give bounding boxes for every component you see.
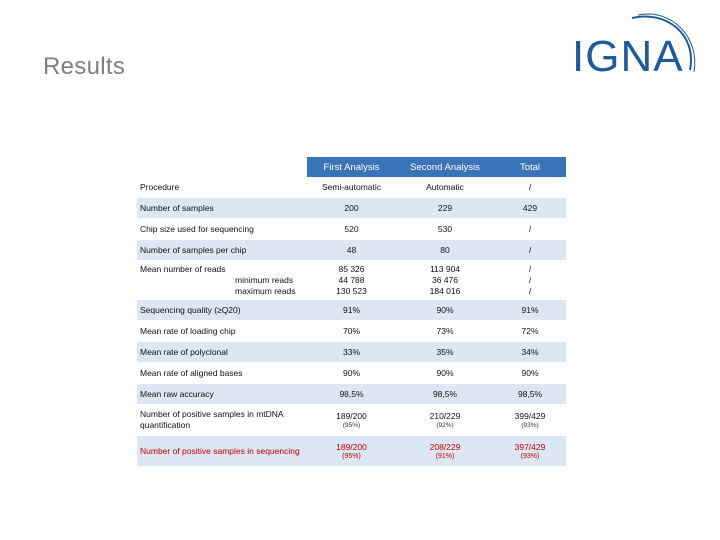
quant-first-pct: (95%) xyxy=(342,421,361,429)
logo-swoosh-icon xyxy=(631,13,696,73)
cell-total: 91% xyxy=(494,299,566,321)
cell-first: 189/200 (95%) xyxy=(307,435,396,467)
cell-total: / xyxy=(494,177,566,198)
cell-second: 90% xyxy=(396,299,494,321)
cell-total: / / / xyxy=(494,260,566,300)
igna-logo: IGNA xyxy=(572,10,702,85)
cell-first: 70% xyxy=(307,320,396,342)
cell-total: 429 xyxy=(494,197,566,219)
table-row: Mean raw accuracy 98,5% 98,5% 98,5% xyxy=(137,383,566,405)
table-row: Number of samples per chip 48 80 / xyxy=(137,239,566,261)
cell-total: 397/429 (93%) xyxy=(494,435,566,467)
row-label: Sequencing quality (≥Q20) xyxy=(137,299,307,321)
cell-total: 90% xyxy=(494,362,566,384)
cell-total: 98,5% xyxy=(494,383,566,405)
table-row-quantification: Number of positive samples in mtDNA quan… xyxy=(137,404,566,436)
reads-mean-total: / xyxy=(528,263,532,274)
quant-second-pct: (92%) xyxy=(436,421,454,429)
header-blank xyxy=(137,157,307,177)
seq-label: Number of positive samples in sequencing xyxy=(140,445,300,456)
reads-min-first: 44 788 xyxy=(338,274,365,285)
cell-second: 98,5% xyxy=(396,383,494,405)
cell-second: 35% xyxy=(396,341,494,363)
reads-label: Mean number of reads xyxy=(140,263,226,274)
cell-second: 113 904 36 476 184 016 xyxy=(396,260,494,300)
seq-second-pct: (91%) xyxy=(435,452,455,460)
row-label: Number of samples xyxy=(137,197,307,219)
reads-min-second: 36 476 xyxy=(432,274,458,285)
cell-first: Semi-automatic xyxy=(307,177,396,198)
cell-first: 189/200 (95%) xyxy=(307,404,396,436)
quant-label: Number of positive samples in mtDNA quan… xyxy=(140,409,284,430)
cell-second: 229 xyxy=(396,197,494,219)
table-row: Sequencing quality (≥Q20) 91% 90% 91% xyxy=(137,299,566,321)
table-row-reads: Mean number of reads minimum reads maxim… xyxy=(137,260,566,300)
cell-total: 72% xyxy=(494,320,566,342)
header-total: Total xyxy=(494,157,566,177)
cell-second: 73% xyxy=(396,320,494,342)
cell-first: 98,5% xyxy=(307,383,396,405)
seq-first-pct: (95%) xyxy=(342,452,361,460)
cell-first: 200 xyxy=(307,197,396,219)
quant-total-pct: (93%) xyxy=(521,421,539,429)
table-header-row: First Analysis Second Analysis Total xyxy=(137,157,566,177)
row-label: Mean rate of aligned bases xyxy=(137,362,307,384)
results-table: First Analysis Second Analysis Total Pro… xyxy=(137,157,566,467)
row-label: Mean rate of loading chip xyxy=(137,320,307,342)
header-second-analysis: Second Analysis xyxy=(396,157,494,177)
cell-first: 85 326 44 788 130 523 xyxy=(307,260,396,300)
seq-total-pct: (93%) xyxy=(520,452,540,460)
table-row: Procedure Semi-automatic Automatic / xyxy=(137,177,566,198)
reads-max-label: maximum reads xyxy=(235,285,296,296)
table-row: Chip size used for sequencing 520 530 / xyxy=(137,218,566,240)
cell-second: 208/229 (91%) xyxy=(396,435,494,467)
cell-first: 91% xyxy=(307,299,396,321)
row-label-reads: Mean number of reads minimum reads maxim… xyxy=(137,260,307,300)
reads-max-second: 184 016 xyxy=(429,285,461,296)
cell-total: 399/429 (93%) xyxy=(494,404,566,436)
logo-text: IGNA xyxy=(572,32,684,81)
cell-first: 520 xyxy=(307,218,396,240)
row-label: Chip size used for sequencing xyxy=(137,218,307,240)
table-row: Number of samples 200 229 429 xyxy=(137,197,566,219)
reads-max-first: 130 523 xyxy=(336,285,367,296)
reads-max-total: / xyxy=(528,285,532,296)
cell-second: Automatic xyxy=(396,177,494,198)
table-row: Mean rate of polyclonal 33% 35% 34% xyxy=(137,341,566,363)
cell-first: 48 xyxy=(307,239,396,261)
header-first-analysis: First Analysis xyxy=(307,157,396,177)
cell-first: 90% xyxy=(307,362,396,384)
reads-min-label: minimum reads xyxy=(235,274,294,285)
row-label: Procedure xyxy=(137,177,307,198)
table-row-sequencing-highlight: Number of positive samples in sequencing… xyxy=(137,435,566,467)
cell-second: 530 xyxy=(396,218,494,240)
quant-second: 210/229 xyxy=(429,410,461,421)
row-label: Number of positive samples in sequencing xyxy=(137,435,307,467)
row-label: Number of positive samples in mtDNA quan… xyxy=(137,404,307,436)
reads-mean-second: 113 904 xyxy=(429,263,461,274)
quant-total: 399/429 xyxy=(514,410,546,421)
seq-first: 189/200 xyxy=(336,441,367,452)
seq-second: 208/229 xyxy=(429,441,461,452)
row-label: Mean raw accuracy xyxy=(137,383,307,405)
cell-second: 90% xyxy=(396,362,494,384)
row-label: Mean rate of polyclonal xyxy=(137,341,307,363)
reads-mean-first: 85 326 xyxy=(338,263,365,274)
row-label: Number of samples per chip xyxy=(137,239,307,261)
table-row: Mean rate of loading chip 70% 73% 72% xyxy=(137,320,566,342)
seq-total: 397/429 xyxy=(514,441,546,452)
reads-min-total: / xyxy=(528,274,532,285)
cell-total: / xyxy=(494,218,566,240)
table-row: Mean rate of aligned bases 90% 90% 90% xyxy=(137,362,566,384)
cell-first: 33% xyxy=(307,341,396,363)
cell-total: 34% xyxy=(494,341,566,363)
cell-second: 210/229 (92%) xyxy=(396,404,494,436)
cell-second: 80 xyxy=(396,239,494,261)
cell-total: / xyxy=(494,239,566,261)
slide-title: Results xyxy=(43,53,126,80)
quant-first: 189/200 xyxy=(336,410,367,421)
